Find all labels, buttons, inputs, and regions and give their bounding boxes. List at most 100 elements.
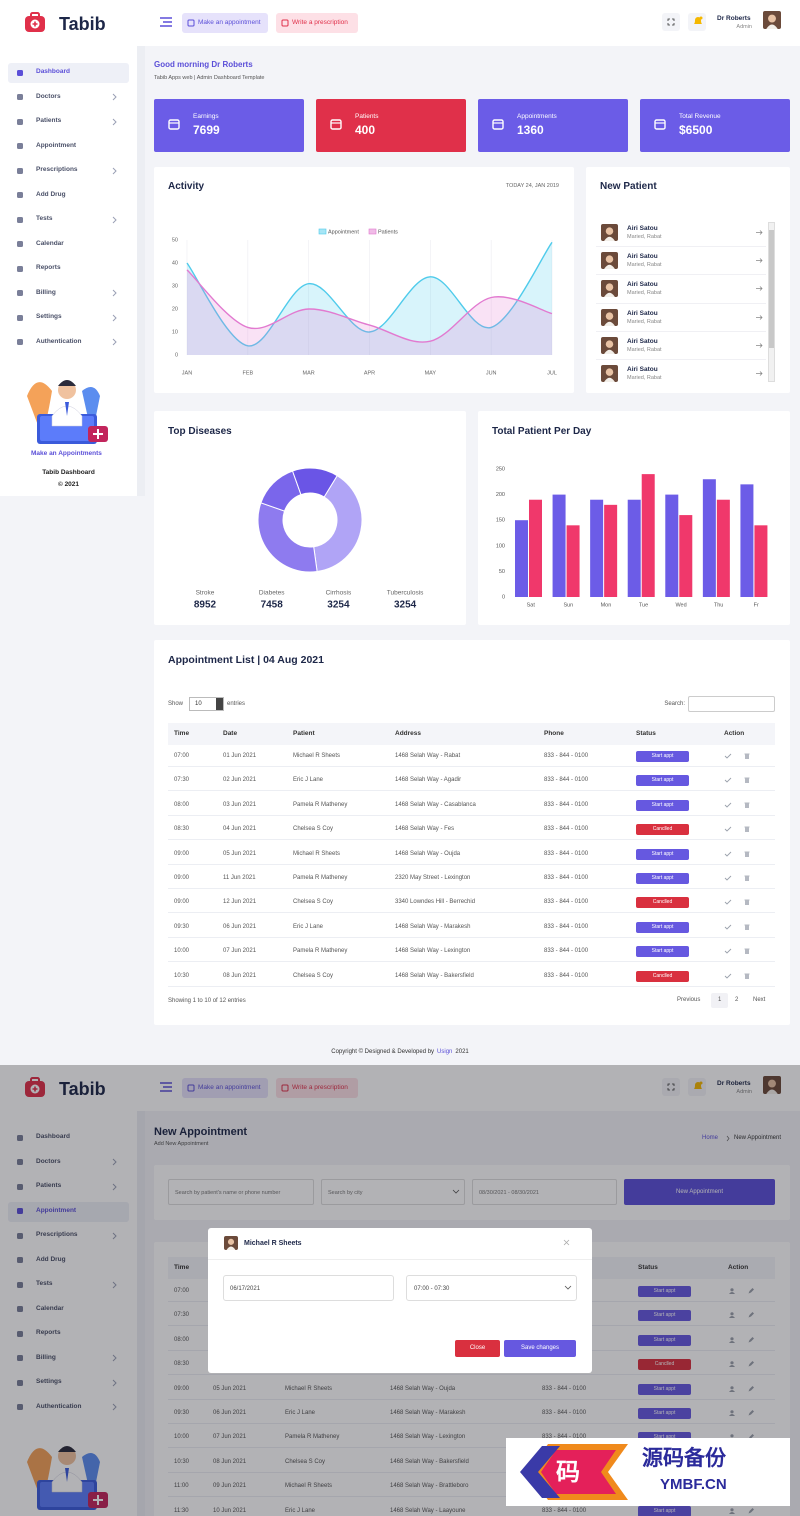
page-link[interactable]: Previous xyxy=(677,997,701,1003)
row-arrow[interactable] xyxy=(756,314,763,320)
row-action[interactable] xyxy=(724,924,732,930)
status-badge[interactable]: Start appt xyxy=(638,1408,691,1419)
menu-toggle[interactable] xyxy=(160,1082,172,1092)
menu-item[interactable]: Patients xyxy=(36,1182,62,1189)
row-action[interactable] xyxy=(729,1336,735,1343)
header-button[interactable]: Make an appointment xyxy=(182,13,268,33)
row-action[interactable] xyxy=(744,973,750,979)
row-action[interactable] xyxy=(744,802,750,808)
menu-item[interactable]: Dashboard xyxy=(36,1133,70,1140)
row-arrow[interactable] xyxy=(756,286,763,292)
row-action[interactable] xyxy=(744,777,750,784)
menu-item[interactable]: Billing xyxy=(36,1353,56,1361)
row-action[interactable] xyxy=(729,1288,735,1294)
menu-item[interactable]: Add Drug xyxy=(36,1255,66,1263)
status-badge[interactable]: Start appt xyxy=(636,921,689,933)
row-action[interactable] xyxy=(724,875,732,881)
row-action[interactable] xyxy=(744,875,750,881)
status-badge[interactable]: Start appt xyxy=(636,873,689,884)
status-badge[interactable]: Start appt xyxy=(636,848,689,860)
row-action[interactable] xyxy=(748,1361,754,1367)
menu-item[interactable]: Doctors xyxy=(36,1157,61,1165)
status-badge[interactable]: Canclled xyxy=(638,1359,691,1371)
row-action[interactable] xyxy=(748,1507,754,1514)
row-action[interactable] xyxy=(729,1312,735,1319)
menu-item[interactable]: Appointment xyxy=(36,141,77,149)
menu-item[interactable]: Authentication xyxy=(36,337,82,345)
row-action[interactable] xyxy=(729,1361,735,1368)
page-link[interactable]: Next xyxy=(753,997,766,1003)
row-action[interactable] xyxy=(729,1507,735,1514)
row-action[interactable] xyxy=(724,851,732,857)
row-arrow[interactable] xyxy=(756,343,763,348)
status-badge[interactable]: Start appt xyxy=(636,799,689,811)
menu-item[interactable]: Calendar xyxy=(36,239,64,247)
menu-item[interactable]: Patients xyxy=(36,117,62,124)
row-action[interactable] xyxy=(744,753,750,759)
row-action[interactable] xyxy=(748,1312,754,1318)
status-badge[interactable]: Canclled xyxy=(636,897,689,909)
row-action[interactable] xyxy=(729,1385,735,1392)
row-action[interactable] xyxy=(748,1410,754,1416)
row-action[interactable] xyxy=(724,777,732,784)
fullscreen-button[interactable] xyxy=(662,13,680,31)
menu-item[interactable]: Billing xyxy=(36,288,56,296)
menu-item[interactable]: Tests xyxy=(36,1280,53,1287)
row-action[interactable] xyxy=(748,1288,754,1294)
primary-button[interactable]: New Appointment xyxy=(624,1179,775,1205)
menu-toggle[interactable] xyxy=(160,17,172,27)
menu-item[interactable]: Tests xyxy=(36,215,53,222)
date-input[interactable]: 06/17/2021 xyxy=(223,1275,394,1301)
patient-name[interactable]: Airi Satou xyxy=(627,225,658,232)
row-action[interactable] xyxy=(744,851,750,857)
time-select[interactable]: 07:00 - 07:30 xyxy=(406,1275,577,1301)
patient-name[interactable]: Airi Satou xyxy=(627,309,658,317)
status-badge[interactable]: Start appt xyxy=(638,1383,691,1395)
modal-button[interactable]: Close xyxy=(455,1340,500,1357)
page-link[interactable]: 2 xyxy=(735,997,739,1003)
page-size-select[interactable] xyxy=(189,697,224,711)
patient-name[interactable]: Airi Satou xyxy=(627,281,658,289)
status-badge[interactable]: Start appt xyxy=(638,1432,691,1444)
row-action[interactable] xyxy=(744,899,750,906)
menu-item[interactable]: Dashboard xyxy=(36,68,70,75)
row-action[interactable] xyxy=(724,899,732,906)
status-badge[interactable]: Start appt xyxy=(636,946,689,958)
menu-item[interactable]: Prescriptions xyxy=(36,166,78,173)
status-badge[interactable]: Start appt xyxy=(638,1505,691,1516)
page-link[interactable]: 1 xyxy=(711,993,729,1008)
row-action[interactable] xyxy=(724,973,732,979)
menu-item[interactable]: Settings xyxy=(36,1378,62,1385)
header-button[interactable]: Make an appointment xyxy=(182,1078,268,1098)
row-action[interactable] xyxy=(748,1385,754,1392)
patient-name[interactable]: Airi Satou xyxy=(627,337,658,345)
menu-item[interactable]: Appointment xyxy=(36,1206,77,1214)
row-arrow[interactable] xyxy=(756,230,763,235)
status-badge[interactable]: Start appt xyxy=(638,1286,691,1297)
menu-item[interactable]: Calendar xyxy=(36,1304,64,1312)
row-action[interactable] xyxy=(744,924,750,930)
menu-item[interactable]: Add Drug xyxy=(36,190,66,198)
menu-item[interactable]: Settings xyxy=(36,313,62,320)
row-arrow[interactable] xyxy=(756,258,763,263)
filter-input[interactable]: Search by city xyxy=(321,1179,465,1205)
row-action[interactable] xyxy=(724,826,732,832)
modal-close-icon[interactable] xyxy=(563,1239,570,1246)
patient-name[interactable]: Airi Satou xyxy=(627,253,658,261)
row-action[interactable] xyxy=(748,1336,754,1343)
status-badge[interactable]: Start appt xyxy=(638,1334,691,1346)
fullscreen-button[interactable] xyxy=(662,1078,680,1096)
promo-link[interactable]: Make an Appointments xyxy=(31,450,102,457)
row-action[interactable] xyxy=(724,753,732,759)
status-badge[interactable]: Start appt xyxy=(636,775,689,787)
status-badge[interactable]: Canclled xyxy=(636,824,689,836)
header-button[interactable]: Write a prescription xyxy=(276,13,358,33)
patient-name[interactable]: Airi Satou xyxy=(627,366,658,373)
menu-item[interactable]: Authentication xyxy=(36,1402,82,1410)
status-badge[interactable]: Canclled xyxy=(636,970,689,982)
row-action[interactable] xyxy=(744,948,750,955)
row-action[interactable] xyxy=(724,948,732,954)
modal-button[interactable]: Save changes xyxy=(504,1340,576,1357)
header-button[interactable]: Write a prescription xyxy=(276,1078,358,1098)
search-input[interactable] xyxy=(688,696,775,712)
